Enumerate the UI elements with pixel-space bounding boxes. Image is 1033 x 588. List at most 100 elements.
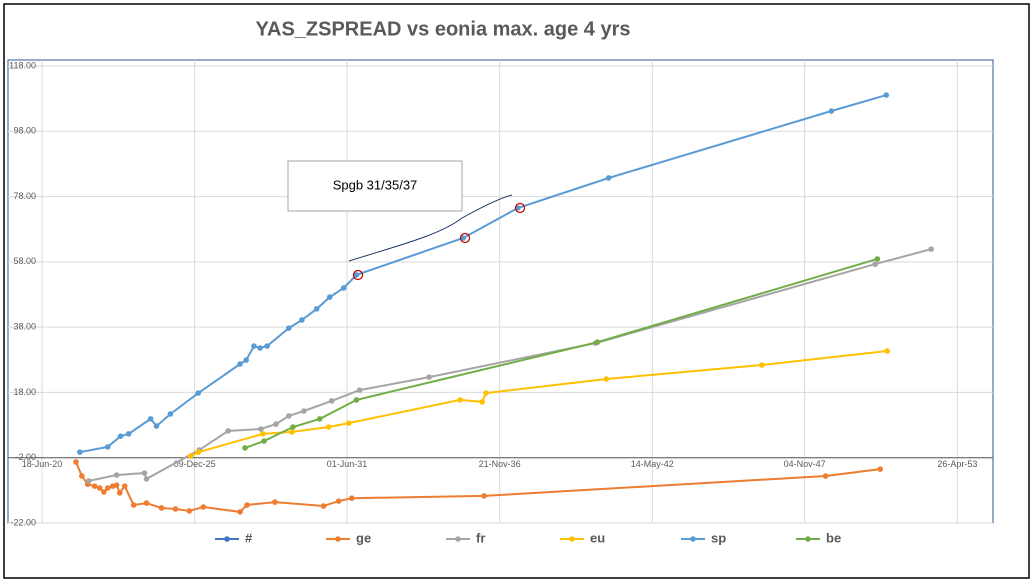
y-tick-label: 18.00 (13, 387, 36, 397)
y-tick-label: 78.00 (13, 191, 36, 201)
data-point (328, 398, 335, 404)
data-point (101, 489, 107, 495)
x-tick-label: 04-Nov-47 (784, 459, 826, 469)
legend-marker (224, 536, 230, 542)
data-point (479, 399, 485, 405)
data-point (251, 343, 257, 349)
x-tick-label: 26-Apr-53 (937, 459, 977, 469)
data-point (113, 472, 120, 478)
data-point (79, 473, 85, 479)
annotation-text: Spgb 31/35/37 (333, 177, 418, 192)
data-point (313, 306, 320, 312)
legend-label: eu (590, 530, 605, 545)
data-point (828, 108, 835, 114)
legend-marker (455, 536, 461, 542)
annotation-curve (348, 194, 513, 262)
legend-marker (335, 536, 341, 542)
data-point (200, 504, 207, 510)
data-point (130, 502, 137, 508)
legend-marker (569, 536, 575, 542)
data-point (121, 483, 128, 489)
data-point (143, 500, 150, 506)
data-point (457, 397, 463, 403)
data-point (273, 421, 279, 427)
data-point (348, 495, 355, 501)
data-point (286, 325, 292, 331)
legend-label: fr (476, 530, 485, 545)
y-tick-label: 118.00 (9, 60, 36, 70)
data-point (356, 387, 363, 393)
x-tick-label: 14-May-42 (631, 459, 674, 469)
data-point (325, 424, 332, 430)
data-point (872, 261, 878, 267)
data-point (113, 482, 120, 488)
plot (73, 92, 934, 515)
data-point (147, 416, 154, 422)
y-tick-label: -22.00 (10, 517, 36, 527)
data-point (299, 317, 305, 323)
data-point (153, 423, 160, 429)
chart-title: YAS_ZSPREAD vs eonia max. age 4 yrs (256, 18, 631, 40)
data-point (237, 361, 243, 367)
data-point (345, 420, 352, 426)
data-point (257, 345, 263, 351)
data-point (426, 374, 432, 380)
data-point (286, 413, 292, 419)
data-point (243, 357, 249, 363)
data-point (167, 411, 174, 417)
chart-frame (3, 3, 1030, 579)
legend-label: ge (356, 530, 371, 545)
x-tick-label: 09-Dec-25 (174, 459, 216, 469)
legend-marker (805, 536, 811, 542)
data-point (73, 459, 79, 465)
data-point (884, 348, 890, 354)
data-point (77, 449, 83, 455)
data-point (326, 294, 333, 300)
highlight (514, 202, 526, 214)
x-tick-label: 01-Jun-31 (327, 459, 368, 469)
data-point (353, 397, 360, 403)
data-point (483, 390, 489, 396)
data-point (481, 493, 487, 499)
data-point (125, 431, 132, 437)
data-point (289, 429, 295, 435)
y-tick-label: 98.00 (13, 126, 36, 136)
y-tick-label: 58.00 (13, 256, 36, 266)
data-point (874, 256, 881, 262)
data-point (883, 92, 890, 98)
legend-label: # (245, 530, 253, 545)
grid: -22.00 -2.00 18.00 38.00 58.00 78.00 98.00 118.… (8, 60, 993, 527)
legend-label: sp (711, 530, 726, 545)
data-point (261, 438, 267, 444)
data-point (340, 285, 347, 291)
data-point (272, 499, 278, 505)
data-point (758, 362, 765, 368)
data-point (237, 509, 243, 515)
data-point (225, 428, 231, 434)
data-point (104, 485, 111, 491)
data-point (335, 498, 342, 504)
data-point (195, 449, 202, 455)
data-point (822, 473, 829, 479)
highlight (352, 269, 364, 281)
x-tick-label: 18-Jun-20 (22, 459, 63, 469)
series-line (190, 350, 888, 457)
data-point (264, 343, 270, 349)
data-point (514, 205, 521, 211)
y-tick-label: 38.00 (13, 322, 36, 332)
annotation-box (287, 160, 463, 212)
data-point (195, 390, 202, 396)
x-tick-label: 21-Nov-36 (479, 459, 521, 469)
data-point (603, 376, 610, 382)
data-point (158, 505, 165, 511)
y-tick-label: -2.00 (15, 452, 36, 462)
data-point (460, 235, 466, 241)
data-point (104, 444, 111, 450)
data-point (91, 483, 98, 489)
data-point (242, 445, 248, 451)
data-point (290, 424, 296, 430)
data-point (928, 246, 934, 252)
data-point (187, 453, 194, 459)
legend-marker (690, 536, 696, 542)
